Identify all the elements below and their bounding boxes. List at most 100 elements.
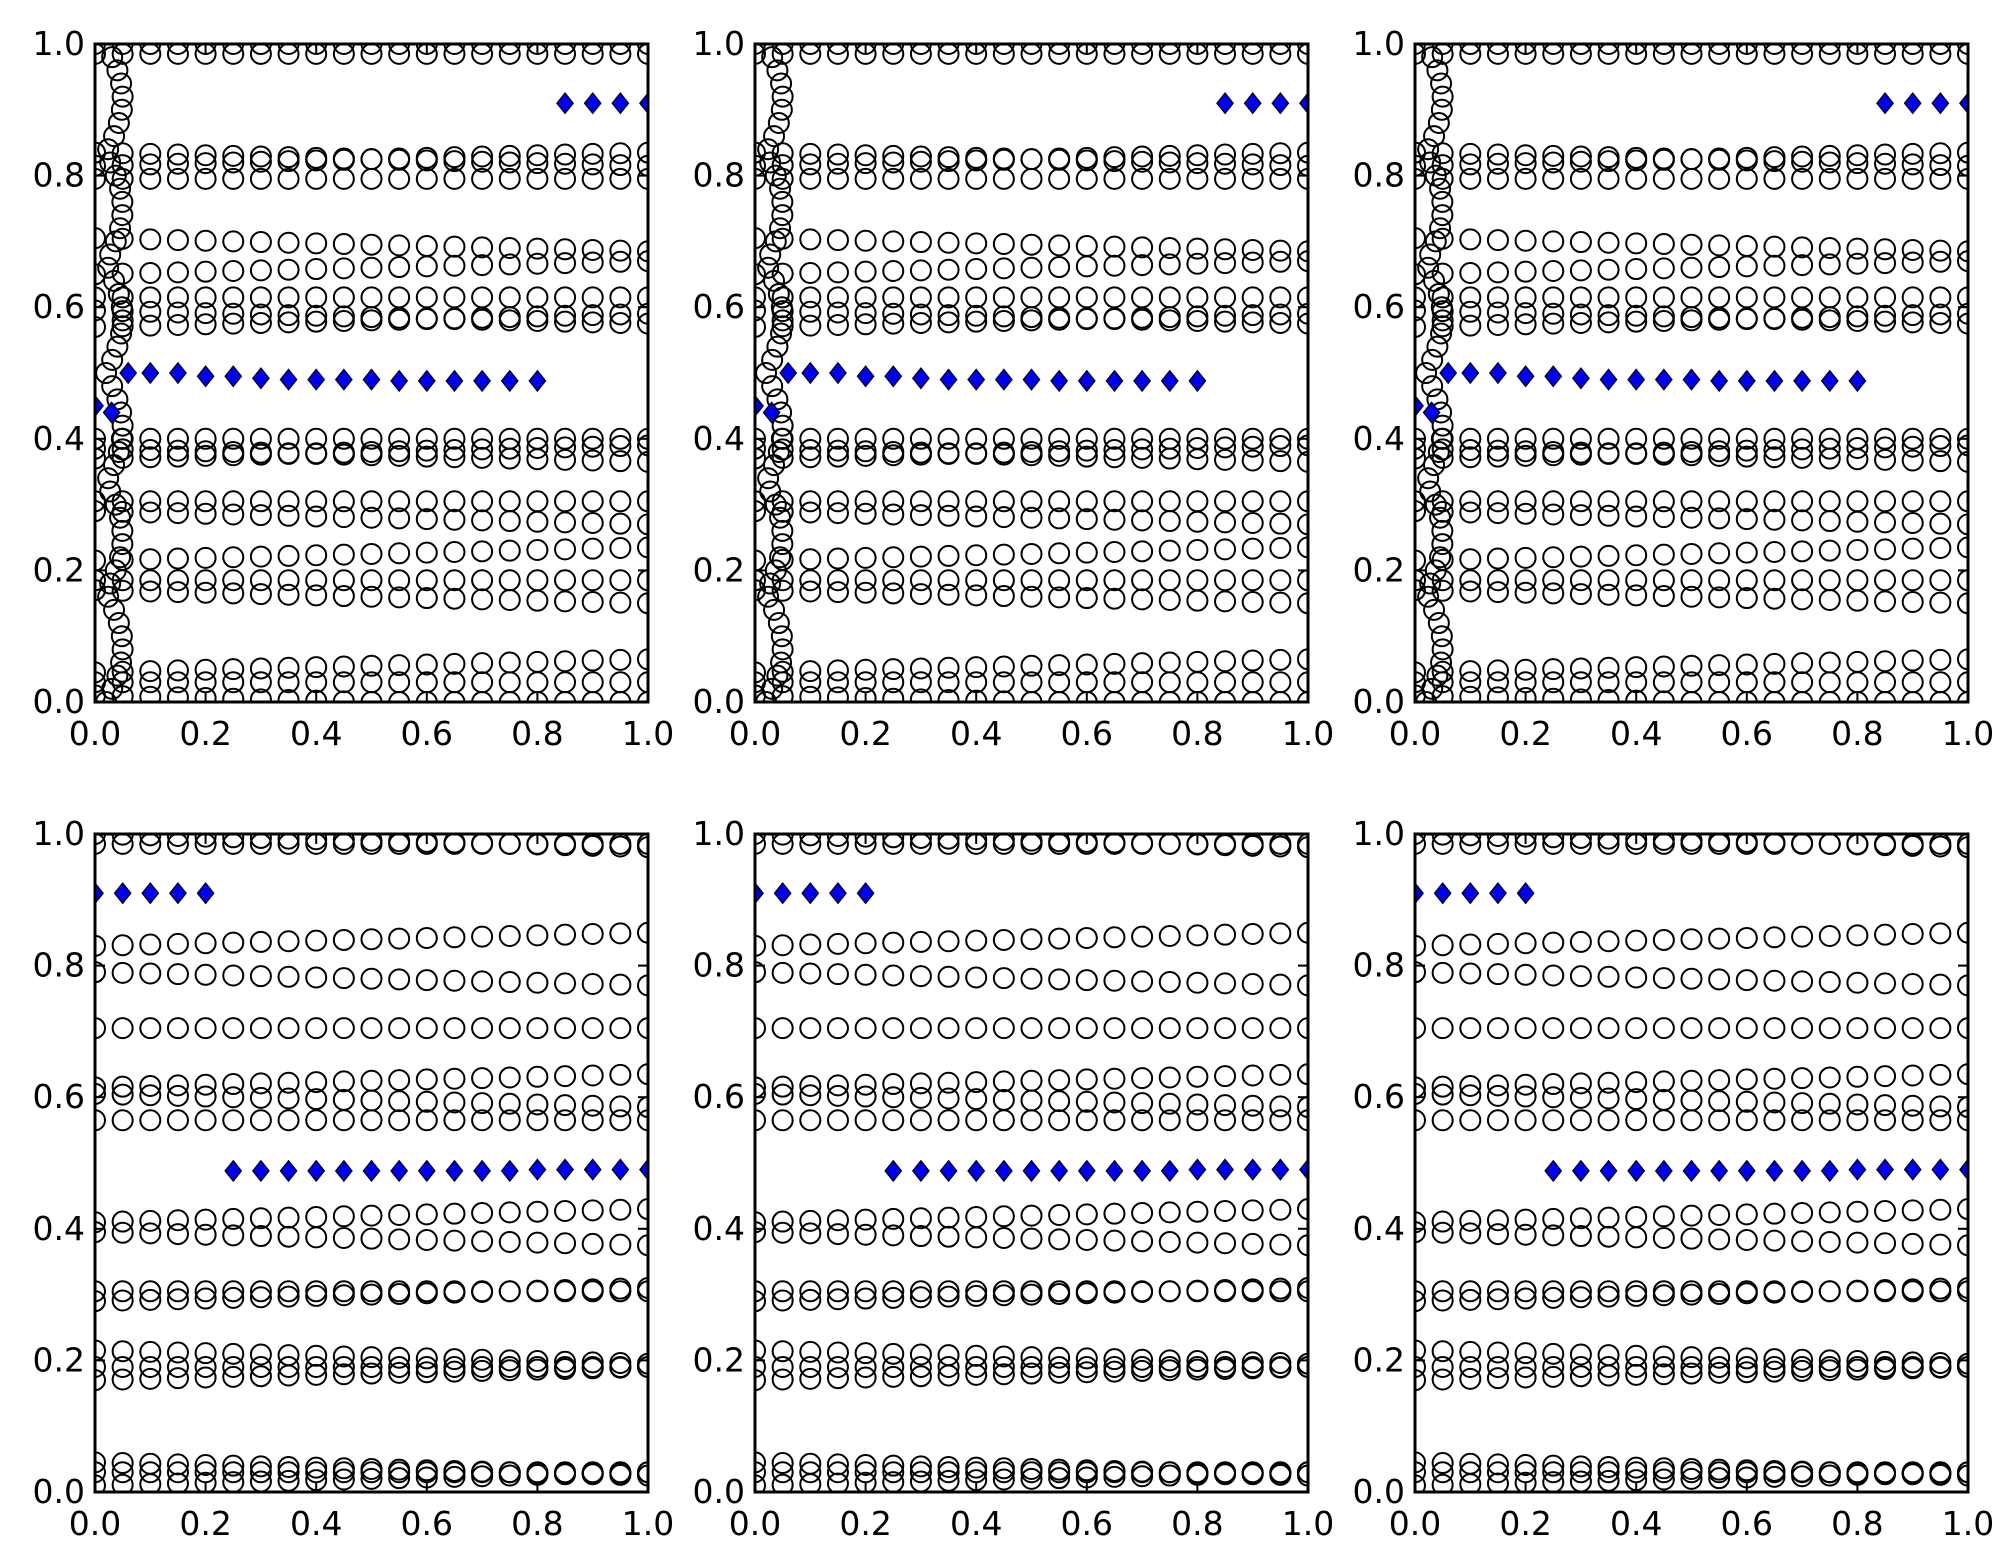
circle-point (882, 1342, 905, 1365)
circle-point (1158, 490, 1181, 513)
circle-point (1020, 1280, 1043, 1303)
circle-point (1791, 1230, 1814, 1253)
circle-point (95, 437, 106, 460)
circle-point (854, 1366, 877, 1389)
circle-point (1542, 440, 1565, 463)
circle-point (1415, 437, 1426, 460)
circle-point (637, 312, 648, 335)
circle-point (826, 439, 849, 462)
circle-point (1158, 44, 1181, 65)
circle-point (937, 1355, 960, 1378)
diamond-point (445, 369, 464, 393)
circle-point (415, 1361, 438, 1384)
circle-point (139, 438, 162, 461)
circle-point (332, 257, 355, 280)
circle-point (1957, 167, 1968, 190)
x-tick-label: 0.6 (1721, 1504, 1773, 1543)
circle-point (826, 1109, 849, 1132)
circle-point (771, 961, 794, 984)
circle-point (1486, 1280, 1509, 1303)
circle-point (1269, 1352, 1292, 1375)
diamond-point (1160, 369, 1179, 393)
circle-point (1214, 1280, 1237, 1303)
circle-point (194, 932, 217, 955)
circle-point (554, 152, 577, 175)
circle-point (771, 533, 794, 556)
circle-point (305, 1280, 328, 1303)
circle-point (139, 228, 162, 251)
circle-point (1158, 971, 1181, 994)
circle-point (1597, 286, 1620, 309)
circle-point (909, 44, 932, 55)
circle-point (1297, 450, 1308, 473)
circle-point (388, 234, 411, 257)
circle-point (854, 313, 877, 336)
circle-point (1415, 500, 1426, 523)
circle-point (1020, 256, 1043, 279)
circle-point (1459, 834, 1482, 855)
circle-point (471, 588, 494, 611)
circle-point (882, 1280, 905, 1303)
circle-point (1214, 310, 1237, 333)
circle-point (1901, 435, 1924, 458)
circle-point (111, 1221, 134, 1244)
circle-point (1486, 167, 1509, 190)
circle-point (249, 1343, 272, 1366)
diamond-point (1488, 882, 1507, 905)
circle-point (1597, 442, 1620, 465)
circle-point (1846, 448, 1869, 471)
x-tick-label: 0.2 (179, 714, 231, 753)
circle-point (1514, 440, 1537, 463)
circle-point (1020, 1457, 1043, 1480)
circle-point (1625, 1088, 1648, 1111)
circle-point (1818, 437, 1841, 460)
circle-point (360, 1017, 383, 1040)
circle-point (1241, 923, 1264, 946)
circle-point (767, 440, 790, 463)
circle-point (249, 150, 272, 173)
x-tick-label: 0.6 (401, 714, 453, 753)
circle-point (1415, 227, 1426, 250)
circle-point (826, 1341, 849, 1364)
circle-point (415, 427, 438, 450)
circle-point (1431, 414, 1454, 437)
circle-point (1269, 922, 1292, 945)
circle-point (415, 445, 438, 468)
circle-point (360, 654, 383, 677)
circle-point (1846, 1200, 1869, 1223)
circle-point (909, 1343, 932, 1366)
circle-point (1818, 1201, 1841, 1224)
circle-point (799, 685, 822, 702)
circle-point (1103, 569, 1126, 592)
circle-point (1131, 540, 1154, 563)
diamond-point (500, 1159, 519, 1183)
diamond-point (1243, 92, 1262, 115)
circle-point (1415, 1339, 1426, 1362)
circle-point (1048, 1228, 1071, 1251)
circle-point (992, 1017, 1015, 1040)
circle-point (1103, 1280, 1126, 1303)
circle-point (1241, 435, 1264, 458)
circle-point (937, 167, 960, 190)
circle-point (1423, 269, 1446, 292)
diamond-point (1077, 1159, 1096, 1183)
circle-point (1214, 511, 1237, 534)
circle-point (854, 963, 877, 986)
circle-point (95, 1221, 106, 1244)
diamond-point (168, 882, 187, 905)
circle-point (1818, 253, 1841, 276)
circle-point (1735, 1347, 1758, 1370)
circle-point (1431, 579, 1454, 602)
circle-point (755, 1082, 766, 1105)
circle-point (757, 585, 780, 608)
circle-point (1427, 440, 1450, 463)
circle-point (1901, 167, 1924, 190)
circle-point (1791, 44, 1814, 65)
circle-point (1542, 230, 1565, 253)
circle-point (1735, 926, 1758, 949)
circle-point (1791, 652, 1814, 675)
circle-point (1431, 1075, 1454, 1098)
circle-point (1486, 1461, 1509, 1484)
circle-point (826, 1288, 849, 1311)
